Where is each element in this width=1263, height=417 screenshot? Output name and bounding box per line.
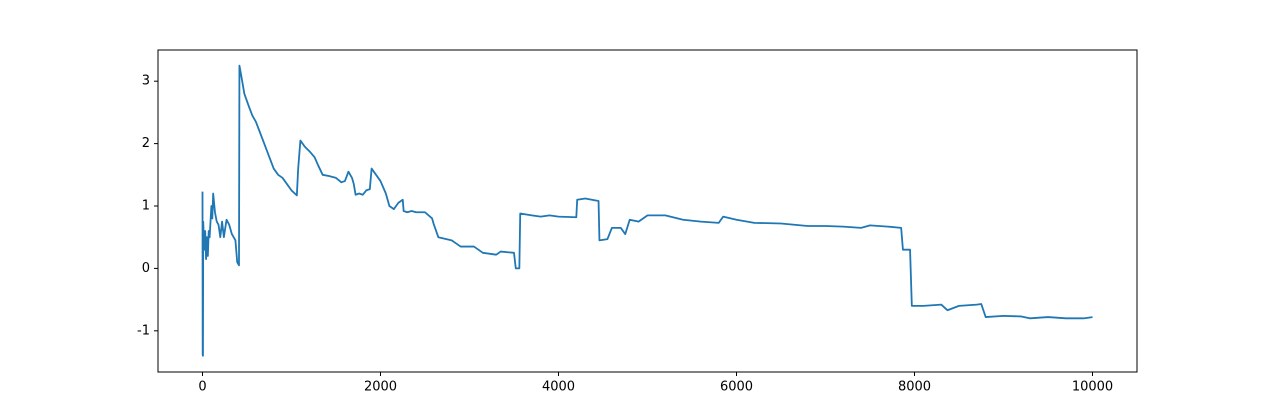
x-tick-label: 8000 bbox=[898, 380, 931, 395]
y-tick-label: 2 bbox=[142, 136, 150, 151]
x-tick-label: 6000 bbox=[720, 380, 753, 395]
plot-frame bbox=[157, 49, 1138, 373]
y-tick-label: 1 bbox=[142, 199, 150, 214]
x-tick-label: 4000 bbox=[542, 380, 575, 395]
y-tick-label: 3 bbox=[142, 74, 150, 89]
x-tick-label: 10000 bbox=[1072, 380, 1113, 395]
y-tick-label: -1 bbox=[137, 323, 150, 338]
data-line bbox=[201, 64, 1093, 357]
x-tick-label: 0 bbox=[198, 380, 206, 395]
x-tick-label: 2000 bbox=[364, 380, 397, 395]
y-tick-label: 0 bbox=[142, 261, 150, 276]
